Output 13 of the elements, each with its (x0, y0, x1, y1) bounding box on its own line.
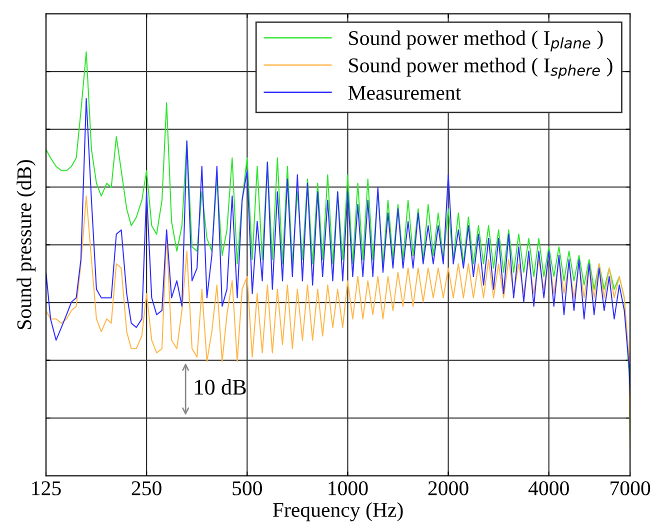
y-axis-title: Sound pressure (dB) (16, 160, 36, 330)
x-axis-title: Frequency (Hz) (272, 502, 403, 522)
x-tick-label: 1000 (328, 481, 368, 496)
annotation: 10 dB (195, 379, 246, 395)
legend-label: Sound power method ( I$_{sphere}$ ) (349, 58, 612, 79)
x-tick-label: 250 (132, 481, 162, 496)
legend-label: Sound power method ( I$_{plane}$ ) (349, 30, 603, 52)
x-tick-label: 500 (232, 481, 262, 496)
legend-label: Measurement (348, 86, 462, 100)
x-tick-label: 7000 (610, 481, 650, 496)
x-tick-label: 4000 (528, 481, 569, 496)
x-tick-label: 125 (32, 481, 61, 496)
x-tick-label: 2000 (428, 481, 468, 496)
